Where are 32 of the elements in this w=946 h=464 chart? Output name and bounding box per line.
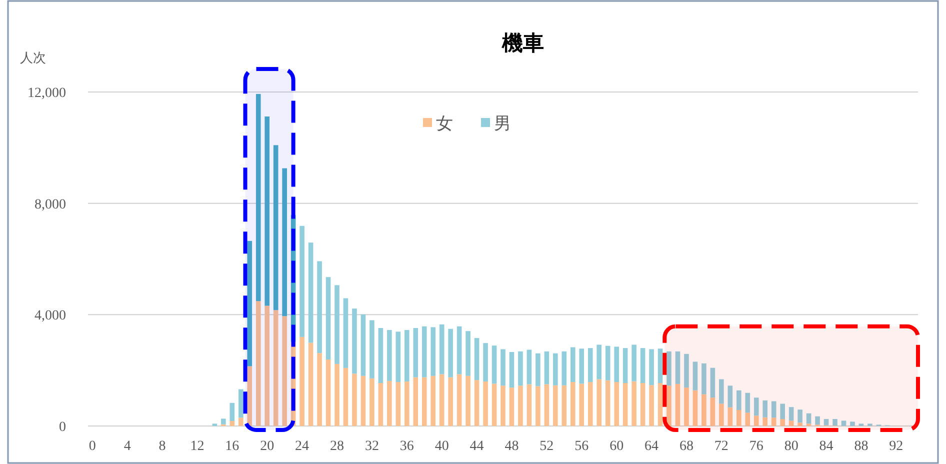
chart-title: 機車 — [501, 31, 544, 55]
y-tick-label: 12,000 — [28, 86, 66, 101]
y-tick-label: 4,000 — [34, 308, 66, 324]
x-tick-label: 84 — [819, 439, 834, 454]
x-tick-label: 0 — [88, 439, 96, 454]
x-tick-label: 88 — [854, 439, 868, 454]
x-tick-label: 76 — [749, 439, 764, 454]
x-tick-label: 92 — [889, 439, 904, 454]
y-tick-label: 8,000 — [34, 197, 66, 212]
x-tick-label: 68 — [679, 439, 694, 454]
x-tick-label: 80 — [784, 439, 798, 454]
x-tick-label: 12 — [190, 439, 204, 454]
x-tick-label: 48 — [504, 439, 519, 454]
x-tick-label: 52 — [540, 439, 554, 454]
x-tick-label: 8 — [158, 439, 166, 454]
x-tick-label: 28 — [330, 439, 344, 454]
x-tick-label: 36 — [400, 439, 414, 454]
legend-label: 男 — [494, 114, 511, 133]
x-tick-label: 32 — [364, 439, 379, 454]
x-tick-label: 64 — [644, 439, 659, 454]
x-tick-label: 44 — [470, 439, 484, 454]
x-tick-label: 56 — [574, 439, 589, 454]
y-tick-label: 0 — [59, 420, 66, 435]
x-tick-label: 72 — [714, 439, 728, 454]
x-tick-label: 16 — [225, 439, 240, 454]
y-axis-title: 人次 — [20, 50, 46, 65]
x-tick-label: 20 — [260, 439, 274, 454]
x-tick-label: 4 — [124, 439, 131, 454]
legend-label: 女 — [436, 114, 453, 133]
x-tick-label: 60 — [610, 439, 624, 454]
x-tick-label: 40 — [434, 439, 449, 454]
x-tick-label: 24 — [295, 439, 310, 454]
